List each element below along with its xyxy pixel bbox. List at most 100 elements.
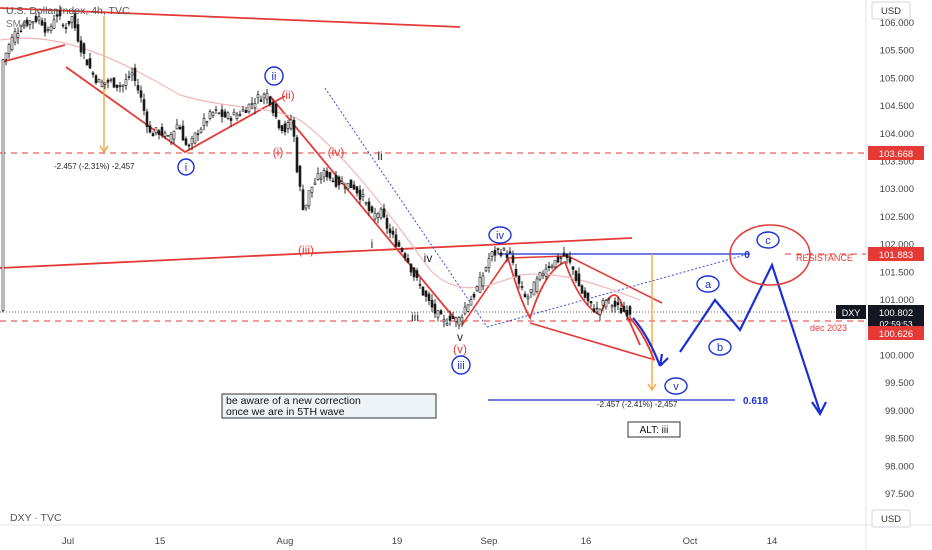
candle-body: [559, 257, 563, 259]
candle-body: [7, 44, 11, 54]
chart-title: U.S. Dollar Index, 4h, TVC: [6, 5, 130, 17]
candle-body: [403, 253, 407, 259]
candle-body: [484, 267, 488, 272]
candle-body: [544, 268, 548, 277]
candle-body: [535, 278, 539, 292]
candle-body: [205, 121, 209, 123]
candle-body: [382, 208, 386, 218]
x-tick-label: Aug: [277, 536, 294, 547]
candle-body: [313, 182, 317, 185]
candle-body: [388, 228, 392, 234]
red-projection-short: [629, 317, 655, 361]
y-tick-label: 102.500: [880, 212, 914, 223]
candle-body: [379, 208, 383, 219]
candle-body: [79, 40, 83, 53]
candle-body: [334, 174, 338, 187]
candle-body: [136, 85, 140, 91]
candle-body: [445, 323, 449, 326]
candle-body: [511, 255, 515, 263]
candle-body: [343, 187, 347, 189]
candle-body: [28, 20, 32, 25]
trendline-upper-left: [1, 44, 66, 63]
candle-body: [19, 30, 23, 33]
candle-body: [625, 310, 629, 317]
candle-body: [283, 123, 287, 133]
candle-body: [55, 14, 59, 17]
note-line-1: be aware of a new correction: [226, 395, 361, 407]
alt-label-text: ALT: iii: [640, 425, 669, 436]
candle-body: [325, 170, 329, 178]
fib-0618-label: 0.618: [743, 396, 768, 407]
candle-body: [181, 125, 185, 141]
candle-body: [349, 179, 353, 188]
x-tick-label: 16: [581, 536, 592, 547]
candle-body: [103, 82, 107, 85]
wave-label-blue-ii: ii: [264, 66, 284, 86]
candle-body: [451, 316, 455, 319]
x-tick-label: Jul: [62, 536, 74, 547]
wave-label-black-iii: iii: [411, 310, 419, 324]
candle-body: [490, 251, 494, 257]
candle-body: [244, 110, 248, 114]
candle-body: [367, 201, 371, 211]
candle-body: [514, 268, 518, 277]
projection-path: [632, 262, 822, 413]
candle-body: [295, 137, 299, 173]
wave-label-blue-b: b: [708, 338, 732, 356]
candle-body: [76, 24, 80, 42]
candle-body: [268, 96, 272, 105]
candle-body: [541, 273, 545, 276]
candle-body: [127, 76, 131, 78]
candle-body: [238, 114, 242, 116]
candle-body: [442, 319, 446, 322]
candle-body: [595, 307, 599, 310]
candle-body: [229, 117, 233, 121]
candle-body: [439, 310, 443, 315]
candle-body: [169, 134, 173, 143]
candle-body: [454, 317, 458, 323]
triangle-wave-iv: [461, 255, 663, 361]
fib-zero-label: 0: [744, 250, 750, 261]
wave-label-blue-iii: iii: [451, 355, 471, 375]
wave-label-text: b: [717, 342, 723, 354]
candle-body: [298, 165, 302, 187]
currency-button-bottom[interactable]: USD: [871, 509, 911, 528]
candle-body: [331, 180, 335, 182]
candle-body: [193, 132, 197, 144]
candle-body: [85, 59, 89, 66]
wave-label-text: a: [705, 279, 712, 291]
candle-body: [25, 19, 29, 27]
y-tick-label: 104.500: [880, 101, 914, 112]
measure-label-left: -2.457 (-2.31%) -2,457: [54, 162, 135, 171]
candle-body: [322, 170, 326, 178]
candle-body: [433, 303, 437, 314]
candle-body: [400, 248, 404, 252]
y-tick-label: 98.000: [885, 461, 914, 472]
candle-body: [175, 124, 179, 130]
wave-label-red-iv: (iv): [328, 145, 345, 159]
candle-body: [481, 275, 485, 287]
candle-body: [385, 217, 389, 229]
indicator-label[interactable]: SMA: [6, 19, 28, 30]
y-tick-label: 104.000: [880, 129, 914, 140]
wave-label-text: iii: [457, 360, 464, 372]
candle-body: [550, 265, 554, 268]
candle-body: [199, 128, 203, 133]
candle-body: [505, 254, 509, 258]
candle-body: [73, 13, 77, 29]
x-tick-label: Oct: [683, 536, 698, 547]
candle-body: [259, 99, 263, 102]
wave-label-blue-a: a: [696, 275, 720, 293]
candle-body: [187, 144, 191, 147]
currency-button-top[interactable]: USD: [871, 1, 911, 20]
candle-body: [556, 256, 560, 263]
x-tick-label: 14: [767, 536, 778, 547]
candle-body: [304, 204, 308, 209]
candle-body: [271, 101, 275, 114]
candle-body: [124, 79, 128, 86]
candle-body: [619, 307, 623, 314]
price-tag-symbol: DXY: [842, 308, 861, 318]
candle-body: [424, 290, 428, 297]
